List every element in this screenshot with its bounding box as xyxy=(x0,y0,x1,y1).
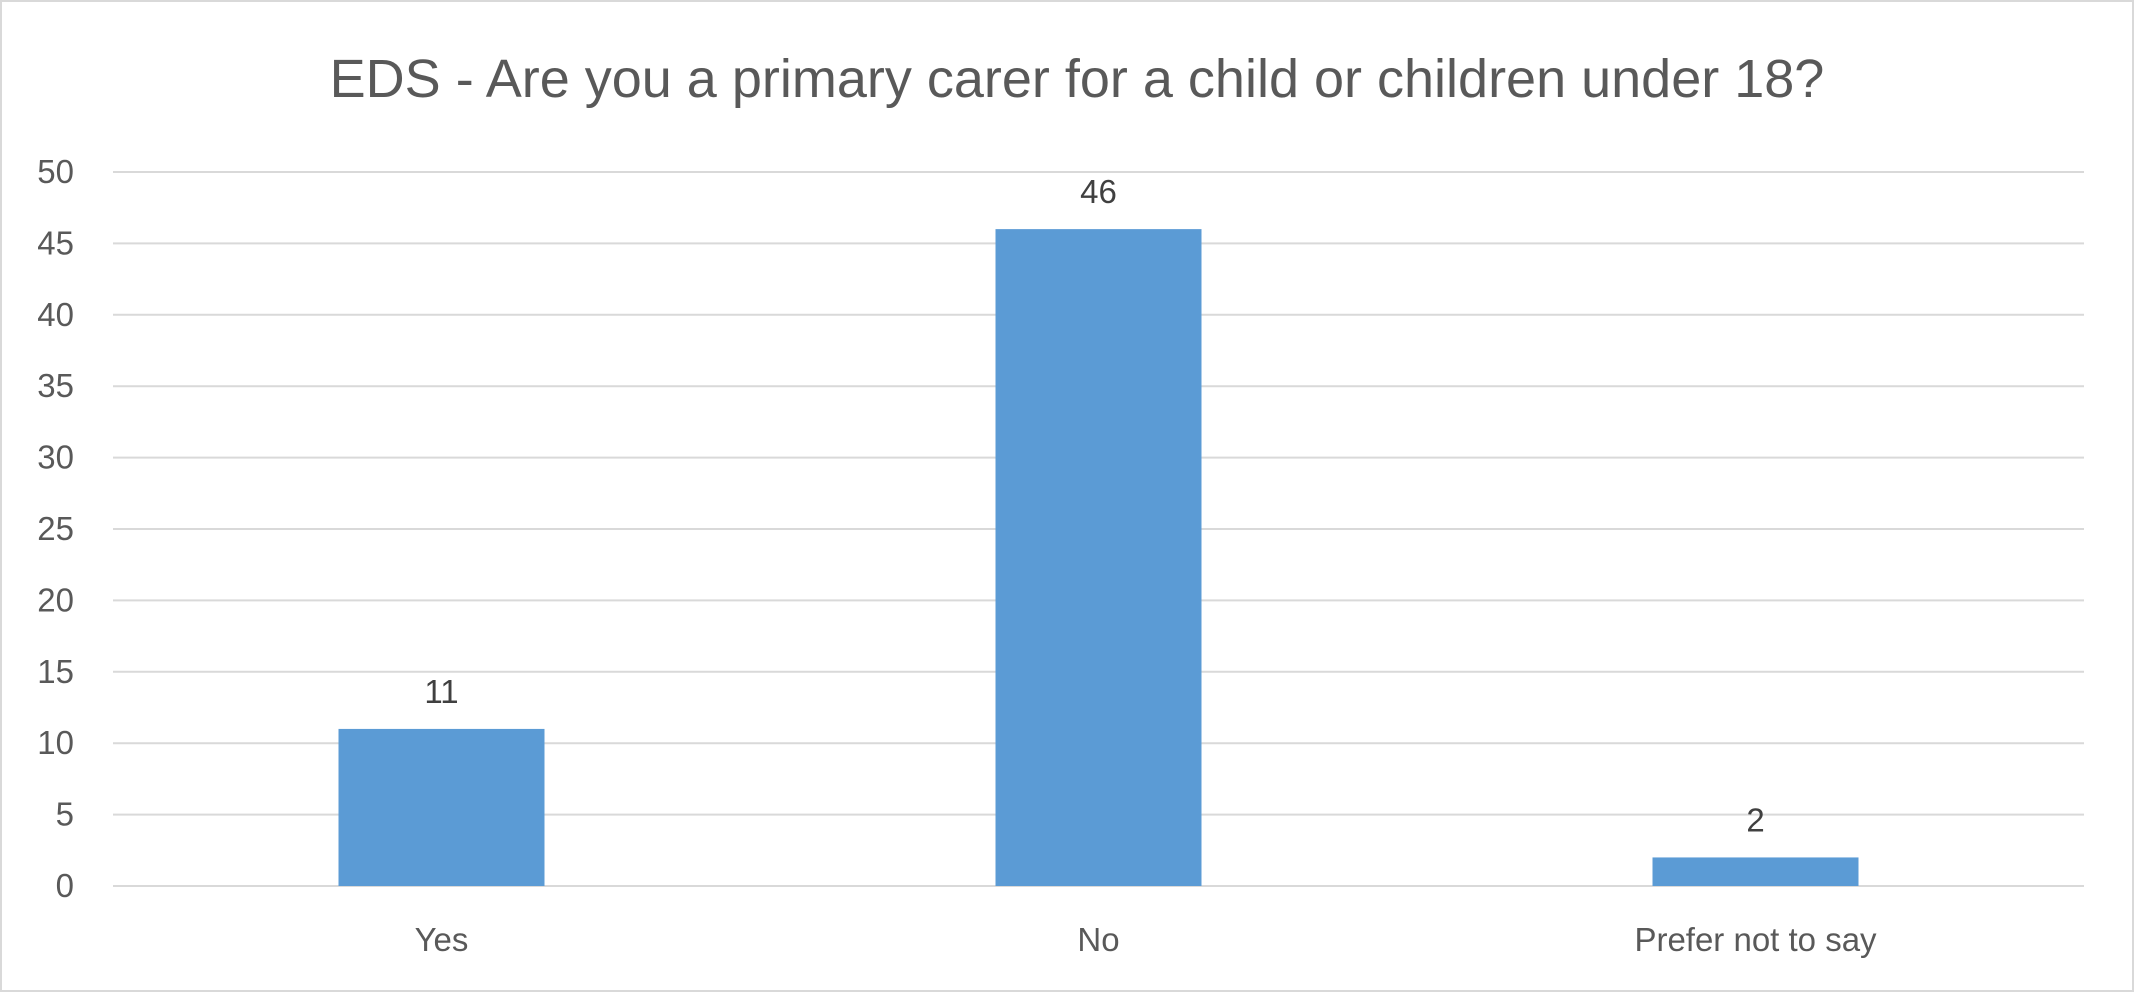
y-tick-label: 15 xyxy=(37,653,74,690)
data-labels: 11 46 2 xyxy=(424,173,1764,838)
y-tick-label: 45 xyxy=(37,224,74,261)
bar-no xyxy=(995,229,1202,886)
y-tick-label: 0 xyxy=(56,867,74,904)
x-category-label: Yes xyxy=(415,921,469,958)
y-tick-label: 50 xyxy=(37,153,74,190)
y-tick-label: 5 xyxy=(56,796,74,833)
y-tick-label: 25 xyxy=(37,510,74,547)
y-tick-label: 10 xyxy=(37,724,74,761)
y-tick-label: 30 xyxy=(37,439,74,476)
x-category-label: No xyxy=(1077,921,1119,958)
y-tick-label: 35 xyxy=(37,367,74,404)
x-category-label: Prefer not to say xyxy=(1634,921,1877,958)
data-label: 46 xyxy=(1080,173,1117,210)
data-label: 2 xyxy=(1746,801,1764,838)
x-axis-categories: Yes No Prefer not to say xyxy=(415,921,1877,958)
bar-prefer-not-to-say xyxy=(1652,857,1859,886)
y-tick-label: 40 xyxy=(37,296,74,333)
y-tick-label: 20 xyxy=(37,581,74,618)
y-axis-ticks: 0 5 10 15 20 25 30 35 40 45 50 xyxy=(37,153,74,904)
data-label: 11 xyxy=(424,673,458,710)
bar-yes xyxy=(338,728,545,886)
chart-title: EDS - Are you a primary carer for a chil… xyxy=(330,49,1825,109)
bars xyxy=(338,229,1859,886)
